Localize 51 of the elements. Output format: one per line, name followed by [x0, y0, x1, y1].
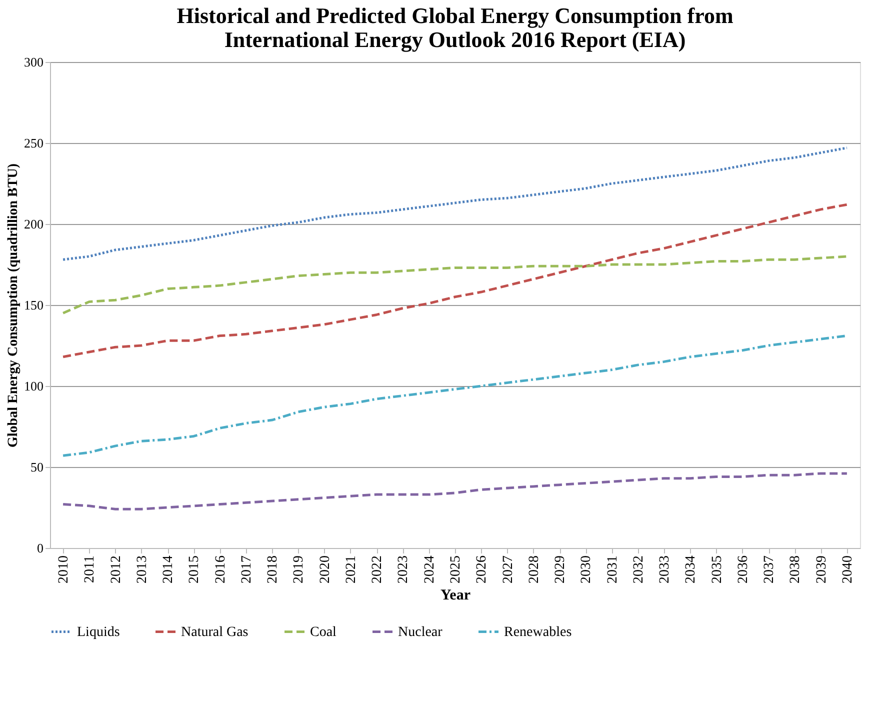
- line-series: [62, 146, 848, 261]
- line-series: [62, 255, 848, 314]
- x-tick-label: 2023: [396, 556, 412, 584]
- x-tick-label: 2036: [736, 556, 751, 584]
- x-tick-label: 2025: [448, 556, 464, 584]
- x-tick-label: 2017: [239, 556, 254, 584]
- x-tick-label: 2011: [82, 556, 98, 583]
- x-tick-label: 2030: [579, 556, 594, 584]
- legend-label: Natural Gas: [181, 624, 248, 640]
- line-series: [62, 203, 848, 358]
- y-axis-title: Global Energy Consumption (quadrillion BTU): [6, 163, 21, 448]
- x-tick-label: 2040: [840, 556, 856, 584]
- y-tick-label: 200: [24, 216, 44, 232]
- text: International Energy Outlook 2016 Report (EIA): [224, 27, 686, 52]
- legend-label: Nuclear: [398, 624, 443, 640]
- y-tick-label: 250: [24, 136, 44, 150]
- x-tick-label: 2020: [318, 556, 333, 584]
- x-tick-label: 2013: [134, 556, 150, 584]
- x-tick-label: 2015: [187, 556, 202, 584]
- x-tick-label: 2018: [266, 556, 281, 584]
- x-tick-label: 2031: [605, 556, 620, 584]
- x-tick-label: 2019: [292, 556, 307, 584]
- legend-label: Coal: [310, 624, 337, 640]
- x-tick-label: 2028: [526, 556, 542, 584]
- x-tick-label: 2012: [108, 556, 124, 584]
- x-axis-title: Year: [440, 588, 471, 604]
- x-tick-label: 2039: [814, 556, 830, 584]
- legend-label: Renewables: [504, 624, 572, 640]
- legend-label: Liquids: [77, 624, 120, 640]
- x-tick-label: 2038: [788, 556, 804, 584]
- y-tick-label: 0: [37, 540, 44, 556]
- x-tick-label: 2035: [710, 556, 725, 584]
- x-tick-label: 2032: [631, 556, 646, 584]
- x-tick-label: 2022: [370, 556, 386, 584]
- x-tick-label: 2021: [344, 556, 359, 584]
- x-tick-label: 2010: [56, 556, 72, 584]
- x-tick-label: 2016: [213, 556, 228, 584]
- x-tick-label: 2037: [762, 556, 778, 584]
- y-tick-label: 100: [24, 378, 44, 394]
- x-tick-label: 2026: [474, 556, 490, 584]
- x-tick-label: 2024: [422, 556, 438, 584]
- line-series: [62, 472, 848, 510]
- x-tick-label: 2033: [658, 556, 673, 584]
- y-tick-label: 300: [24, 54, 44, 70]
- y-tick-label: 150: [24, 298, 44, 312]
- x-tick-label: 2029: [553, 556, 568, 584]
- y-tick-label: 50: [30, 460, 44, 474]
- x-tick-label: 2027: [500, 556, 516, 584]
- text: Historical and Predicted Global Energy Consumption from: [176, 3, 734, 28]
- x-tick-label: 2014: [161, 556, 176, 584]
- x-tick-label: 2034: [684, 556, 699, 584]
